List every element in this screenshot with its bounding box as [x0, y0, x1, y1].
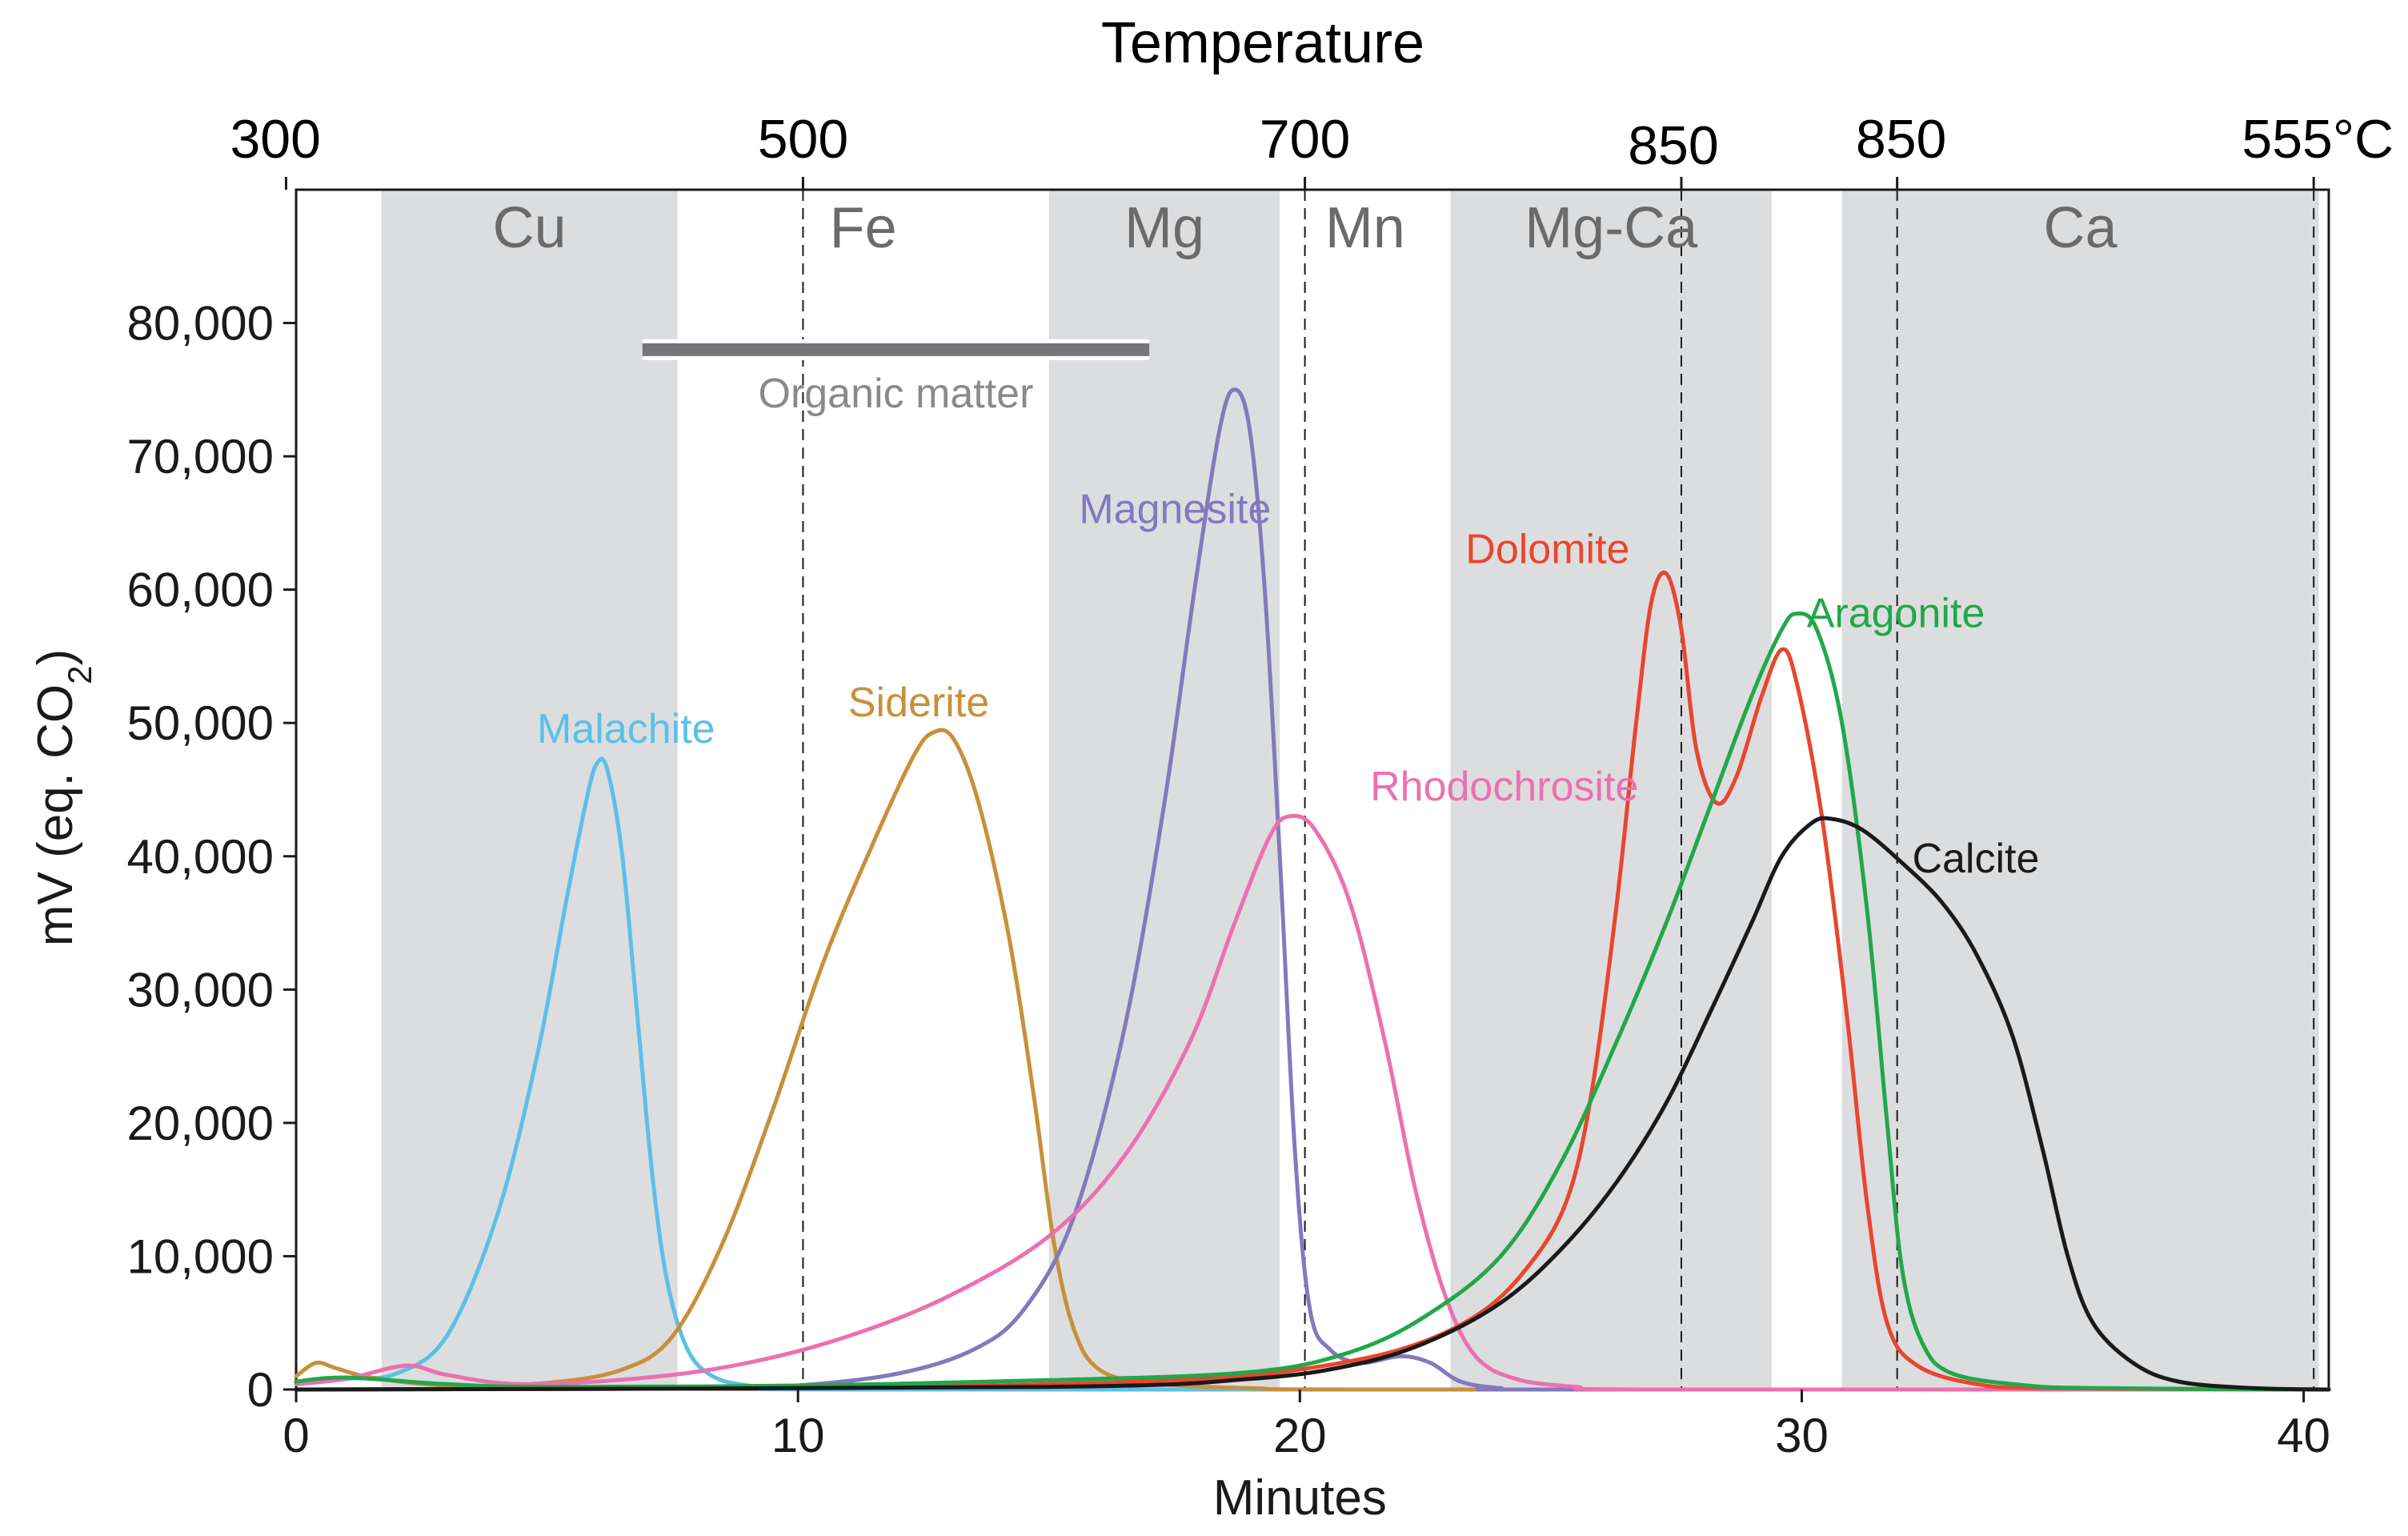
y-tick-label: 10,000 — [126, 1229, 274, 1283]
series-label-magnesite: Magnesite — [1079, 486, 1271, 532]
temperature-tick-label: 300 — [230, 109, 320, 170]
x-tick-label: 40 — [2277, 1409, 2330, 1462]
y-axis-title-close: ) — [28, 649, 83, 666]
series-label-rhodochrosite: Rhodochrosite — [1370, 764, 1638, 810]
x-axis-title: Minutes — [1213, 1470, 1387, 1526]
element-bands — [381, 190, 2319, 1390]
band-label-cu: Cu — [493, 196, 567, 260]
y-axis-title: mV (eq. CO2) — [28, 649, 98, 946]
series-label-malachite: Malachite — [537, 706, 715, 752]
y-tick-label: 30,000 — [126, 963, 274, 1017]
series-label-aragonite: Aragonite — [1807, 590, 1985, 636]
temperature-guide-lines — [802, 190, 2315, 1390]
temperature-axis: 300 500 700 850 850 555°C Temperature — [230, 11, 2394, 190]
x-tick-label: 20 — [1273, 1409, 1327, 1462]
series-lines — [294, 387, 2331, 1392]
organic-matter-annotation: Organic matter — [642, 339, 1150, 417]
series-labels: Malachite Siderite Magnesite Rhodochrosite D… — [537, 486, 2039, 881]
band-cu — [381, 190, 678, 1390]
y-tick-label: 70,000 — [126, 430, 274, 483]
band-label-mn: Mn — [1325, 196, 1405, 260]
series-label-calcite: Calcite — [1912, 836, 2039, 882]
series-line-magnesite — [294, 387, 2331, 1392]
temperature-tick-label: 850 — [1628, 115, 1718, 176]
y-axis-title-subscript: 2 — [61, 666, 98, 684]
y-axis-title-main: mV (eq. CO — [28, 684, 83, 946]
y-tick-label: 60,000 — [126, 563, 274, 617]
temperature-tick-label: 500 — [758, 109, 848, 170]
series-line-aragonite — [294, 612, 2331, 1392]
temperature-tick-label: 555°C — [2242, 109, 2394, 170]
y-tick-label: 40,000 — [126, 830, 274, 884]
x-tick-label: 10 — [771, 1409, 825, 1462]
y-tick-label: 20,000 — [126, 1097, 274, 1150]
band-label-mg: Mg — [1124, 196, 1204, 260]
organic-matter-label: Organic matter — [759, 371, 1034, 417]
axes: 0 10 20 30 40 Minutes 0 10,000 20,000 30,000 40,00… — [28, 297, 2330, 1526]
y-tick-label: 80,000 — [126, 297, 274, 351]
band-label-mg-ca: Mg-Ca — [1525, 196, 1698, 260]
temperature-tick-label: 850 — [1856, 109, 1946, 170]
band-label-fe: Fe — [830, 196, 897, 260]
x-tick-label: 0 — [282, 1409, 309, 1462]
series-line-calcite — [294, 816, 2331, 1392]
series-label-siderite: Siderite — [848, 680, 989, 726]
y-tick-label: 0 — [247, 1363, 274, 1417]
series-line-rhodochrosite — [294, 813, 2331, 1392]
band-label-ca: Ca — [2044, 196, 2118, 260]
series-line-dolomite — [294, 570, 2331, 1392]
series-label-dolomite: Dolomite — [1465, 526, 1629, 572]
band-mg — [1048, 190, 1280, 1390]
element-band-labels: Cu Fe Mg Mn Mg-Ca Ca — [493, 196, 2118, 260]
temperature-axis-title: Temperature — [1101, 11, 1424, 75]
x-tick-label: 30 — [1775, 1409, 1829, 1462]
temperature-tick-label: 700 — [1260, 109, 1350, 170]
band-ca — [1841, 190, 2319, 1390]
y-tick-label: 50,000 — [126, 696, 274, 750]
